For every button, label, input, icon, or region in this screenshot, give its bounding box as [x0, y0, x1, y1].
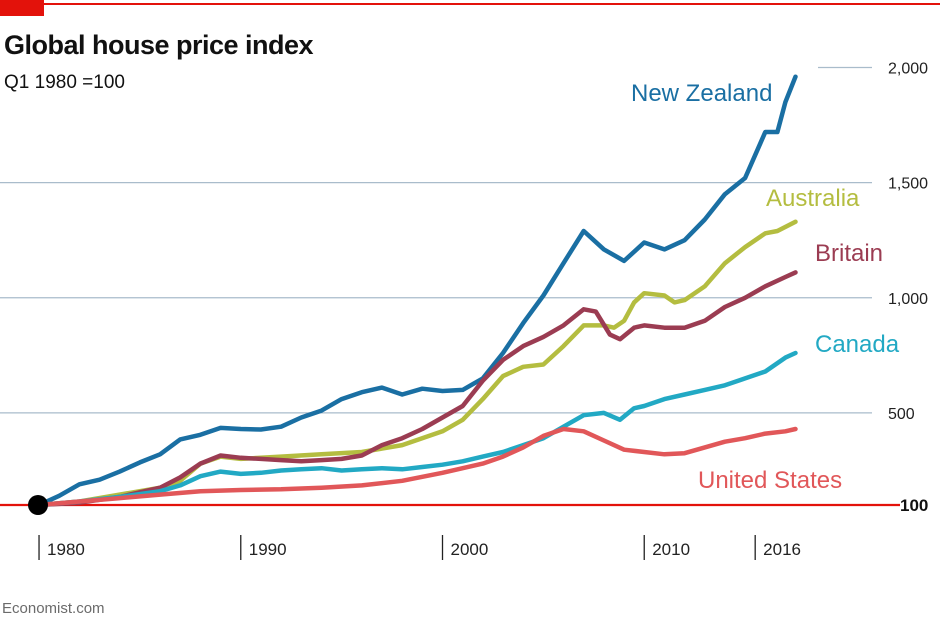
series-line-canada — [36, 350, 798, 508]
series-line-united-states — [36, 426, 798, 508]
x-tick-label-1990: 1990 — [249, 540, 287, 559]
series-line-new-zealand — [36, 74, 798, 508]
x-tick-label-2010: 2010 — [652, 540, 690, 559]
y-tick-label-1000: 1,000 — [888, 291, 928, 308]
baseline-label: 100 — [900, 496, 928, 515]
x-tick-label-2000: 2000 — [451, 540, 489, 559]
chart-title: Global house price index — [4, 30, 314, 60]
series-label-britain: Britain — [815, 240, 883, 267]
chart-subtitle: Q1 1980 =100 — [4, 72, 125, 93]
x-tick-label-1980: 1980 — [47, 540, 85, 559]
source-credit: Economist.com — [2, 600, 105, 617]
series-label-canada: Canada — [815, 331, 900, 358]
series-label-united-states: United States — [698, 467, 842, 494]
y-tick-label-1500: 1,500 — [888, 176, 928, 193]
series-label-new-zealand: New Zealand — [631, 80, 772, 107]
y-tick-label-500: 500 — [888, 406, 915, 423]
x-tick-label-2016: 2016 — [763, 540, 801, 559]
y-tick-label-2000: 2,000 — [888, 61, 928, 78]
accent-tag — [0, 0, 44, 16]
accent-rule — [0, 3, 940, 5]
series-line-australia — [36, 219, 798, 508]
start-point-marker — [28, 495, 48, 515]
series-label-australia: Australia — [766, 185, 860, 212]
series-line-britain — [36, 270, 798, 508]
